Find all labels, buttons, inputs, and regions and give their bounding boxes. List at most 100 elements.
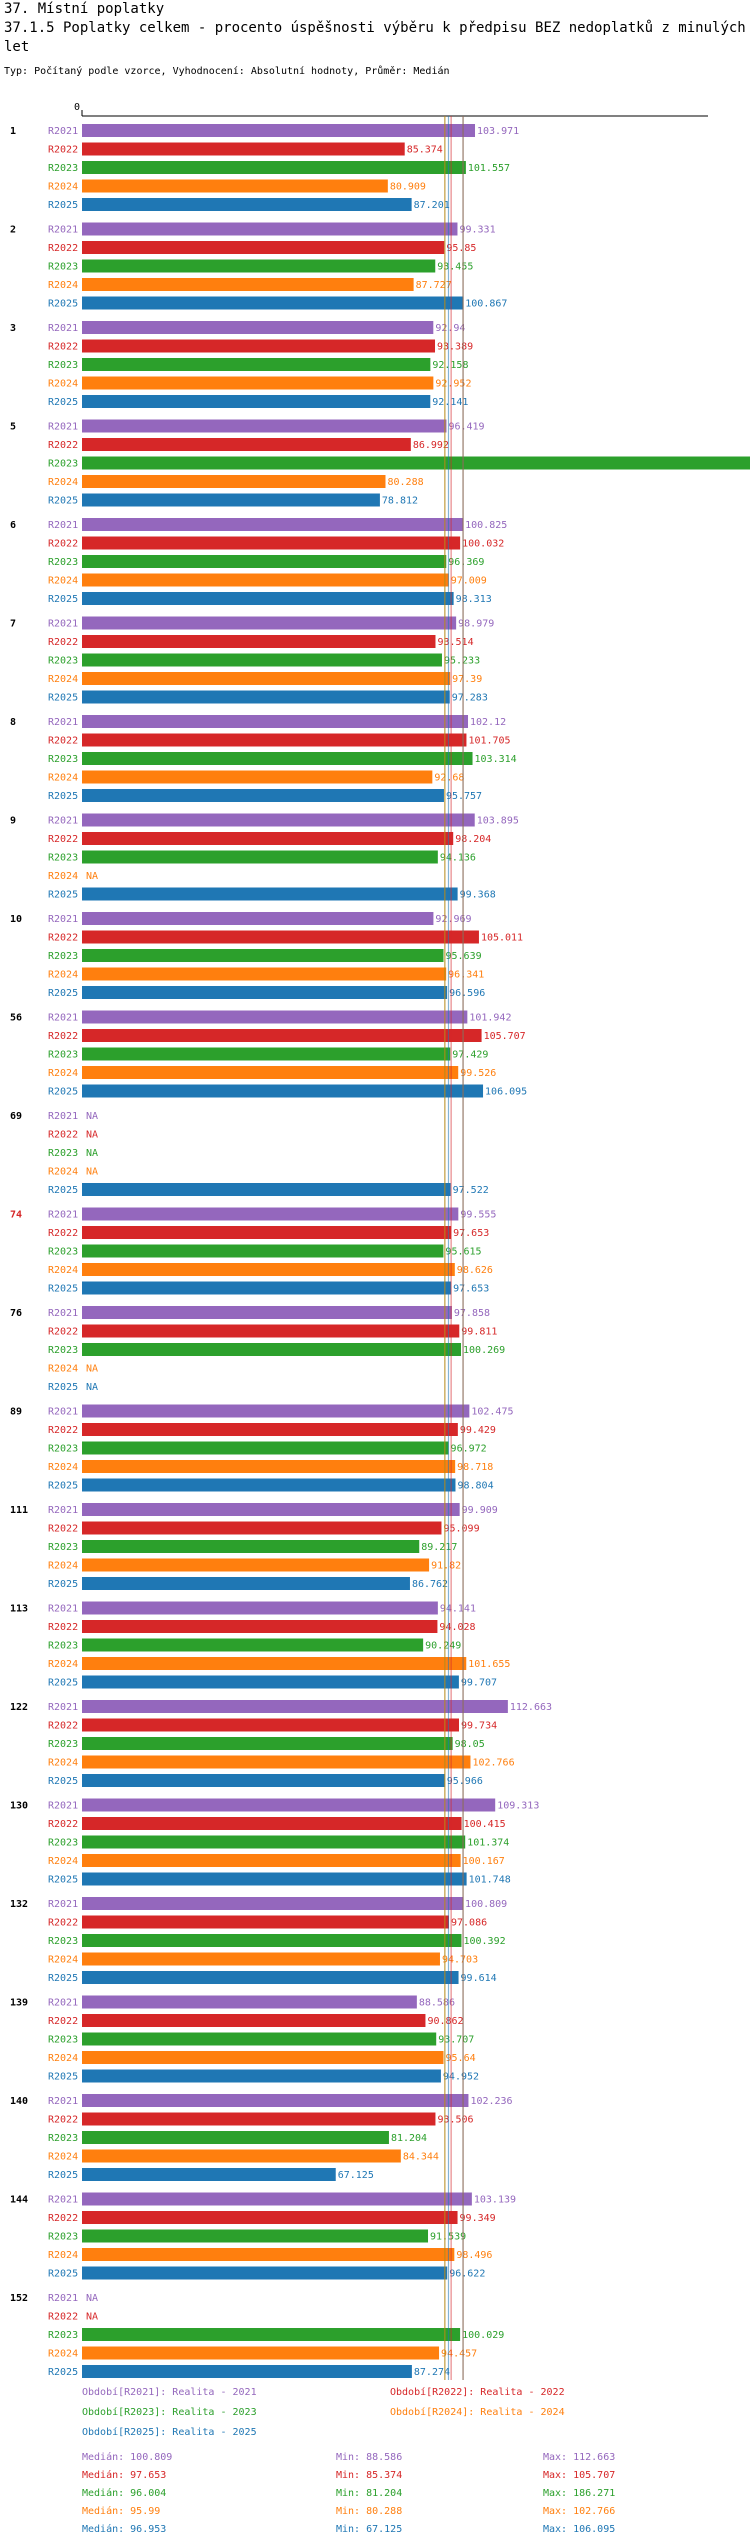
- bar: [82, 2365, 412, 2378]
- bar: [82, 1404, 470, 1418]
- data-label: 97.283: [452, 693, 488, 704]
- data-label: 103.971: [477, 126, 519, 137]
- data-label: 90.862: [427, 2016, 463, 2027]
- bar: [82, 1638, 424, 1652]
- bar: [82, 850, 438, 864]
- series-tick-label: R2024: [48, 2053, 78, 2064]
- series-tick-label: R2025: [48, 1382, 78, 1393]
- bar: [82, 912, 434, 925]
- series-tick-label: R2023: [48, 1739, 78, 1750]
- bar: [82, 179, 388, 193]
- bar: [82, 1460, 456, 1473]
- bar: [82, 1755, 471, 1769]
- group-label: 152: [10, 2293, 28, 2304]
- data-label: 99.811: [461, 1327, 497, 1338]
- series-tick-label: R2023: [48, 1345, 78, 1356]
- series-tick-label: R2022: [48, 539, 78, 550]
- bar: [82, 2211, 458, 2224]
- bar: [82, 1540, 420, 1553]
- bar: [82, 690, 450, 704]
- bar: [82, 1423, 458, 1436]
- bar: [82, 930, 479, 944]
- bar: [82, 2192, 472, 2206]
- data-label: 101.748: [469, 1875, 511, 1886]
- data-label: 92.68: [434, 773, 464, 784]
- data-label: 96.341: [448, 970, 484, 981]
- data-label: 100.825: [465, 520, 507, 531]
- data-label: 101.655: [468, 1659, 510, 1670]
- series-tick-label: R2021: [48, 2293, 78, 2304]
- data-label: 100.392: [463, 1936, 505, 1947]
- bar: [82, 222, 458, 236]
- series-tick-label: R2022: [48, 2016, 78, 2027]
- bar: [82, 616, 457, 630]
- data-label: 99.526: [460, 1068, 496, 1079]
- data-label: 99.331: [459, 225, 495, 236]
- series-tick-label: R2023: [48, 951, 78, 962]
- legend-stat-max: Max: 186.271: [543, 2488, 616, 2499]
- series-tick-label: R2025: [48, 496, 78, 507]
- series-tick-label: R2025: [48, 791, 78, 802]
- series-tick-label: R2021: [48, 2096, 78, 2107]
- series-tick-label: R2023: [48, 656, 78, 667]
- bar: [82, 1872, 467, 1886]
- data-label: 112.663: [510, 1702, 552, 1713]
- bar: [82, 1521, 442, 1535]
- series-tick-label: R2024: [48, 1561, 78, 1572]
- data-label: 97.522: [453, 1185, 489, 1196]
- legend-stat-median: Medián: 97.653: [82, 2470, 167, 2481]
- na-label: NA: [86, 871, 98, 882]
- na-label: NA: [86, 1167, 98, 1178]
- series-tick-label: R2021: [48, 126, 78, 137]
- series-tick-label: R2023: [48, 1936, 78, 1947]
- data-label: 85.374: [407, 145, 443, 156]
- data-label: 99.349: [460, 2213, 496, 2224]
- data-label: 99.909: [462, 1505, 498, 1516]
- data-label: 106.095: [485, 1087, 527, 1098]
- series-tick-label: R2021: [48, 422, 78, 433]
- data-label: 95.099: [443, 1524, 479, 1535]
- series-tick-label: R2023: [48, 853, 78, 864]
- series-tick-label: R2023: [48, 1641, 78, 1652]
- bar: [82, 1700, 508, 1713]
- series-tick-label: R2025: [48, 988, 78, 999]
- bar: [82, 715, 469, 728]
- na-label: NA: [86, 1382, 98, 1393]
- bar: [82, 1503, 460, 1516]
- series-tick-label: R2022: [48, 2115, 78, 2126]
- bar: [82, 555, 447, 568]
- series-tick-label: R2025: [48, 1185, 78, 1196]
- bar: [82, 1577, 410, 1590]
- series-tick-label: R2024: [48, 2250, 78, 2261]
- bar: [82, 198, 412, 211]
- series-tick-label: R2024: [48, 970, 78, 981]
- series-tick-label: R2022: [48, 933, 78, 944]
- bar: [82, 2131, 389, 2144]
- data-label: 95.64: [446, 2053, 476, 2064]
- bar: [82, 2112, 436, 2126]
- data-label: 103.139: [474, 2195, 516, 2206]
- data-label: 94.141: [440, 1604, 476, 1615]
- data-label: 80.288: [387, 477, 423, 488]
- bar: [82, 1835, 466, 1849]
- bar: [82, 1441, 449, 1455]
- series-tick-label: R2021: [48, 619, 78, 630]
- data-label: 97.086: [451, 1918, 487, 1929]
- data-label: 90.249: [425, 1641, 461, 1652]
- bar: [82, 1478, 456, 1492]
- bar: [82, 1281, 452, 1295]
- group-label: 8: [10, 717, 16, 728]
- legend-stat-max: Max: 105.707: [543, 2470, 616, 2481]
- group-label: 1: [10, 126, 16, 137]
- bar-chart: 0 1 R2021 103.971 R2022 85.374 R2023 101.557 R20…: [10, 102, 750, 2380]
- bar: [82, 1010, 468, 1024]
- bar: [82, 438, 411, 451]
- series-tick-label: R2025: [48, 200, 78, 211]
- bar: [82, 1774, 445, 1787]
- data-label: 80.909: [390, 182, 426, 193]
- bar: [82, 321, 434, 334]
- series-tick-label: R2024: [48, 2152, 78, 2163]
- bar: [82, 949, 444, 962]
- series-tick-label: R2021: [48, 1505, 78, 1516]
- data-label: 98.05: [455, 1739, 485, 1750]
